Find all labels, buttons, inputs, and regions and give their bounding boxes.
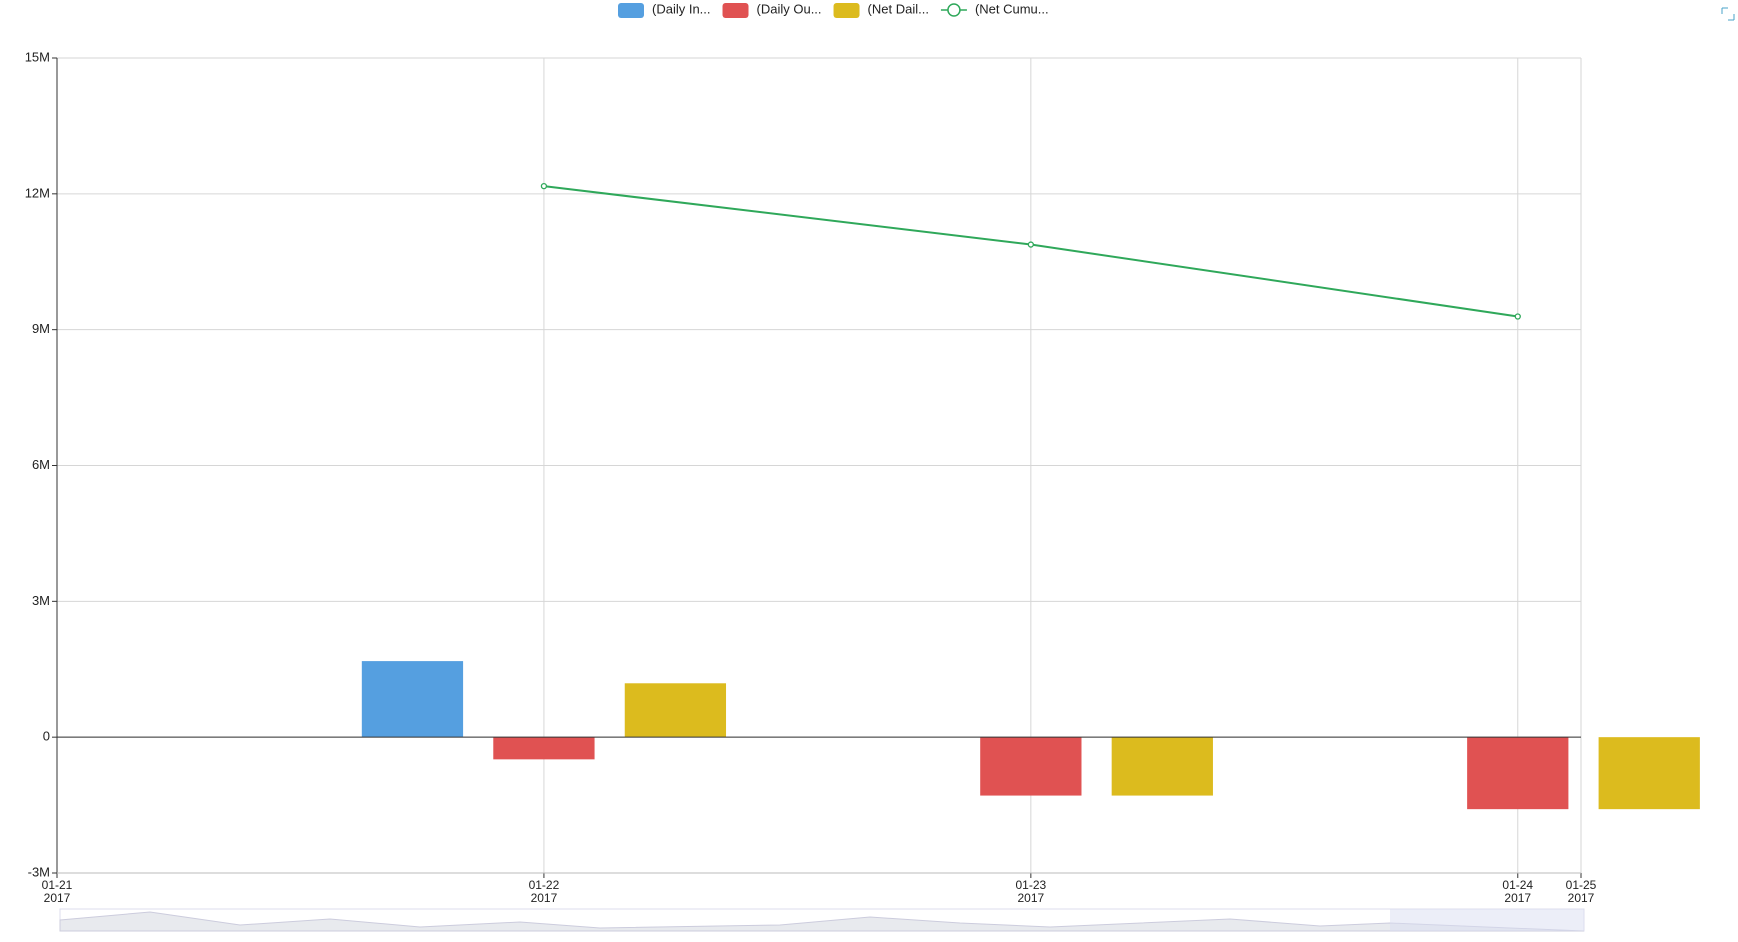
legend-item[interactable]: (Daily Ou...: [722, 1, 822, 18]
y-tick-label: 15M: [25, 49, 50, 64]
x-tick-label: 01-22 2017: [528, 878, 560, 905]
x-tick-label: 01-24 2017: [1502, 878, 1534, 905]
legend-item[interactable]: (Net Cumu...: [940, 1, 1049, 17]
bar: [1467, 737, 1569, 810]
x-tick-label: 01-23 2017: [1015, 878, 1047, 905]
fullscreen-icon[interactable]: [1721, 7, 1735, 21]
y-tick-label: 9M: [32, 321, 50, 336]
legend: (Daily In... (Daily Ou... (Net Dail... (Net…: [618, 1, 1049, 18]
slider-window[interactable]: [1390, 909, 1584, 931]
x-tick-label: 01-21 2017: [41, 878, 73, 905]
legend-item[interactable]: (Net Dail...: [833, 1, 929, 18]
y-tick-label: 6M: [32, 457, 50, 472]
legend-item[interactable]: (Daily In...: [618, 1, 711, 18]
legend-label: (Daily Ou...: [757, 1, 822, 16]
bar: [361, 661, 464, 738]
bar: [1111, 737, 1213, 796]
zoom-slider[interactable]: [59, 908, 1585, 932]
legend-swatch: [722, 3, 749, 18]
bar: [980, 737, 1082, 796]
y-tick-label: 0: [43, 729, 50, 744]
line-point: [1514, 313, 1521, 320]
legend-label: (Net Dail...: [868, 1, 929, 16]
bar: [493, 737, 595, 760]
legend-label: (Daily In...: [652, 1, 711, 16]
line-point: [1027, 241, 1034, 248]
bar: [624, 683, 727, 738]
legend-label: (Net Cumu...: [975, 1, 1049, 16]
x-tick-label: 01-25 2017: [1565, 878, 1597, 905]
bar: [1598, 737, 1700, 810]
y-tick-label: 12M: [25, 185, 50, 200]
y-tick-label: 3M: [32, 593, 50, 608]
legend-swatch: [833, 3, 860, 18]
legend-swatch: [618, 3, 644, 18]
line-point: [540, 182, 548, 190]
y-tick-label: -3M: [28, 864, 50, 879]
legend-marker: [947, 3, 961, 17]
